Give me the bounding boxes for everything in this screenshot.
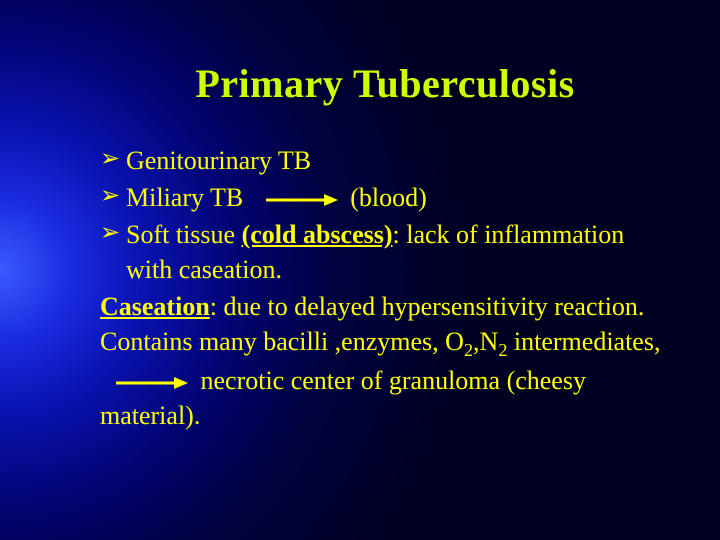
slide-title: Primary Tuberculosis	[100, 60, 670, 107]
arrow-icon	[116, 376, 188, 390]
bullet-text-underline: (cold abscess)	[242, 220, 393, 249]
bullet-text-post: (blood)	[350, 183, 427, 212]
slide-body: ➢ Genitourinary TB ➢ Miliary TB (blood) …	[100, 143, 670, 433]
bullet-text: Genitourinary TB	[126, 143, 670, 178]
bullet-text-pre: Miliary TB	[126, 183, 243, 212]
arrow-icon	[266, 193, 338, 207]
bullet-marker: ➢	[100, 217, 126, 249]
bullet-text-pre: Soft tissue	[126, 220, 242, 249]
para-lead: Caseation	[100, 292, 210, 321]
slide: Primary Tuberculosis ➢ Genitourinary TB …	[0, 0, 720, 540]
bullet-item: ➢ Genitourinary TB	[100, 143, 670, 178]
para-text: ,N	[473, 327, 498, 356]
bullet-marker: ➢	[100, 180, 126, 212]
bullet-marker: ➢	[100, 143, 126, 175]
bullet-text: Miliary TB (blood)	[126, 180, 670, 215]
bullet-item: ➢ Miliary TB (blood)	[100, 180, 670, 215]
paragraph: Caseation: due to delayed hypersensitivi…	[100, 289, 670, 433]
bullet-text: Soft tissue (cold abscess): lack of infl…	[126, 217, 670, 287]
subscript: 2	[464, 341, 473, 361]
para-text: intermediates,	[507, 327, 660, 356]
bullet-item: ➢ Soft tissue (cold abscess): lack of in…	[100, 217, 670, 287]
